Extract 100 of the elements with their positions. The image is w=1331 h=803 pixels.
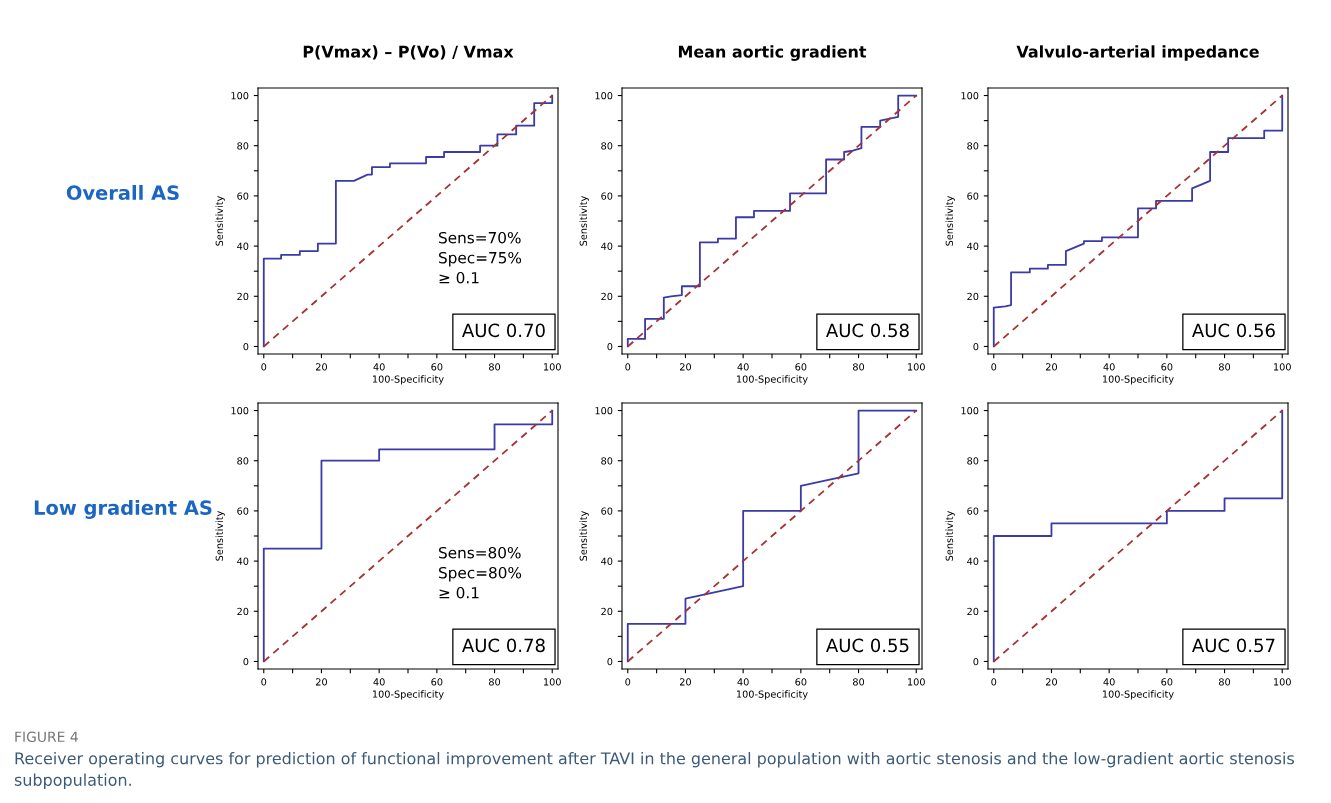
x-tick-label: 40 [737, 678, 749, 686]
y-tick-label: 100 [961, 92, 979, 100]
y-tick-label: 60 [967, 192, 979, 200]
y-tick-label: 0 [607, 342, 613, 351]
line-series [626, 409, 918, 663]
x-tick-label: 100 [544, 678, 561, 686]
x-tick-label: 40 [737, 363, 749, 371]
x-tick-label: 20 [315, 363, 327, 371]
y-tick-label: 40 [967, 242, 979, 250]
y-axis-title: Sensitivity [579, 510, 589, 561]
x-tick-label: 40 [1103, 678, 1115, 686]
annotation: AUC 0.58 [826, 323, 909, 338]
x-tick-label: 80 [853, 363, 865, 371]
x-tick-label: 20 [1045, 363, 1057, 371]
x-tick-label: 80 [1219, 678, 1231, 686]
y-tick-label: 40 [967, 557, 979, 565]
y-tick-label: 100 [595, 407, 613, 415]
y-tick-label: 40 [237, 242, 249, 250]
y-tick-label: 60 [967, 507, 979, 515]
y-axis-title: Sensitivity [945, 510, 955, 561]
x-tick-label: 40 [1103, 363, 1115, 371]
y-axis-title: Sensitivity [215, 195, 225, 246]
annotation: AUC 0.57 [1192, 638, 1275, 653]
x-tick-label: 60 [1161, 363, 1173, 371]
annotation: AUC 0.78 [462, 638, 545, 653]
y-tick-label: 80 [967, 457, 979, 465]
y-tick-label: 100 [231, 92, 249, 100]
x-axis-title: 100-Specificity [372, 375, 444, 385]
x-tick-label: 100 [1274, 678, 1291, 686]
y-tick-label: 100 [961, 407, 979, 415]
y-tick-label: 100 [595, 92, 613, 100]
x-tick-label: 60 [795, 363, 807, 371]
x-tick-label: 60 [431, 678, 443, 686]
x-tick-label: 100 [908, 363, 925, 371]
x-tick-label: 20 [1045, 678, 1057, 686]
annotation: AUC 0.55 [826, 638, 909, 653]
x-tick-label: 0 [991, 678, 997, 686]
y-tick-label: 0 [973, 657, 979, 666]
y-tick-label: 20 [601, 607, 613, 616]
x-tick-label: 40 [373, 363, 385, 371]
x-axis-title: 100-Specificity [736, 690, 808, 700]
y-axis-title: Sensitivity [215, 510, 225, 561]
line-series [992, 409, 1284, 663]
x-tick-label: 40 [373, 678, 385, 686]
line-series [262, 409, 554, 663]
line-series [262, 94, 554, 348]
x-axis-title: 100-Specificity [1102, 690, 1174, 700]
annotation: AUC 0.56 [1192, 323, 1275, 338]
x-tick-label: 100 [544, 363, 561, 371]
y-tick-label: 0 [243, 657, 249, 666]
line-series [626, 94, 918, 348]
y-tick-label: 80 [601, 457, 613, 465]
y-tick-label: 0 [607, 657, 613, 666]
y-tick-label: 80 [601, 142, 613, 150]
annotation: Sens=80% Spec=80% ≥ 0.1 [439, 546, 522, 599]
y-tick-label: 80 [967, 142, 979, 150]
y-tick-label: 60 [601, 192, 613, 200]
y-tick-label: 80 [237, 142, 249, 150]
text: Receiver operating curves for prediction of functional improvement after TAVI in the general population with aortic stenosis and the low-gradient aortic stenosis subpopulation. [14, 752, 1294, 789]
y-tick-label: 60 [237, 192, 249, 200]
y-tick-label: 40 [601, 557, 613, 565]
x-tick-label: 80 [489, 678, 501, 686]
annotation: AUC 0.70 [462, 323, 545, 338]
y-tick-label: 20 [601, 292, 613, 301]
x-tick-label: 0 [261, 678, 267, 686]
x-axis-title: 100-Specificity [1102, 375, 1174, 385]
x-tick-label: 100 [908, 678, 925, 686]
x-tick-label: 20 [315, 678, 327, 686]
y-axis-title: Sensitivity [945, 195, 955, 246]
x-tick-label: 100 [1274, 363, 1291, 371]
y-tick-label: 40 [601, 242, 613, 250]
x-tick-label: 80 [489, 363, 501, 371]
y-axis-title: Sensitivity [579, 195, 589, 246]
y-tick-label: 80 [237, 457, 249, 465]
y-tick-label: 0 [973, 342, 979, 351]
line-series [992, 94, 1284, 348]
x-tick-label: 0 [625, 363, 631, 371]
x-axis-title: 100-Specificity [372, 690, 444, 700]
x-axis-title: 100-Specificity [736, 375, 808, 385]
x-tick-label: 60 [795, 678, 807, 686]
x-tick-label: 60 [431, 363, 443, 371]
x-tick-label: 60 [1161, 678, 1173, 686]
y-tick-label: 20 [967, 607, 979, 616]
x-tick-label: 0 [625, 678, 631, 686]
x-tick-label: 0 [261, 363, 267, 371]
y-tick-label: 40 [237, 557, 249, 565]
y-tick-label: 20 [967, 292, 979, 301]
y-tick-label: 20 [237, 292, 249, 301]
y-tick-label: 20 [237, 607, 249, 616]
x-tick-label: 80 [853, 678, 865, 686]
x-tick-label: 80 [1219, 363, 1231, 371]
caption: FIGURE 4 [15, 731, 78, 743]
chart-title: P(Vmax) – P(Vo) / Vmax [303, 45, 514, 60]
y-tick-label: 100 [231, 407, 249, 415]
y-tick-label: 0 [243, 342, 249, 351]
y-tick-label: 60 [237, 507, 249, 515]
text: Low gradient AS [34, 499, 212, 519]
text: Overall AS [66, 184, 179, 201]
annotation: Sens=70% Spec=75% ≥ 0.1 [439, 231, 522, 284]
x-tick-label: 20 [679, 363, 691, 371]
